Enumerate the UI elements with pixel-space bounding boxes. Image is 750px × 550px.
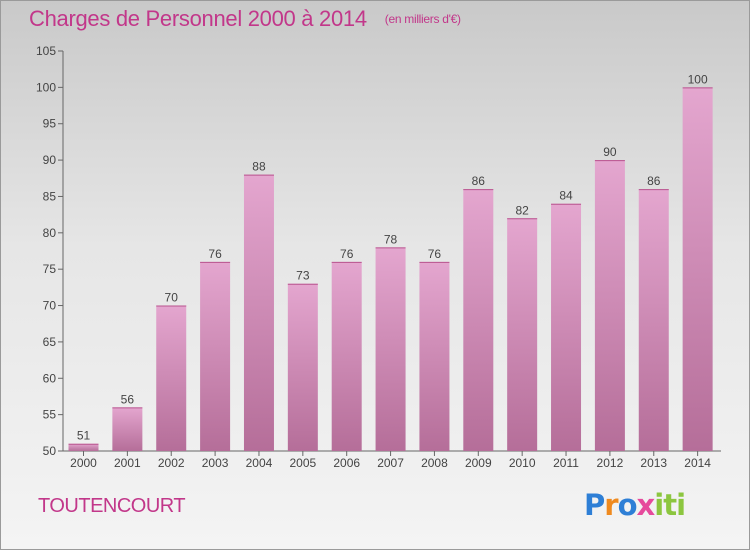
- x-tick-label-2001: 2001: [114, 456, 141, 470]
- chart-subtitle: (en milliers d'€): [384, 12, 461, 26]
- x-tick-label-2008: 2008: [421, 456, 448, 470]
- bars: 51 56 70 76 88 73 76 78 76 86 82 84 90 86 100: [68, 72, 713, 452]
- bar-2005: [287, 283, 318, 451]
- x-tick-label-2012: 2012: [597, 456, 624, 470]
- bar-2008: [419, 261, 450, 451]
- proxiti-logo: Proxiti: [584, 488, 686, 522]
- y-tick-label: 105: [36, 44, 56, 58]
- data-label-2001: 56: [121, 392, 135, 406]
- data-label-2013: 86: [647, 174, 661, 188]
- bar-2006: [331, 261, 362, 451]
- bar-2000: [68, 443, 99, 451]
- logo-letter: i: [676, 488, 686, 522]
- data-label-2003: 76: [208, 247, 222, 261]
- bar-2009: [463, 189, 494, 451]
- x-tick-label-2003: 2003: [202, 456, 229, 470]
- y-tick-label: 65: [43, 335, 57, 349]
- bar-2001: [112, 407, 143, 451]
- bar-2004: [243, 174, 274, 452]
- bar-2010: [507, 218, 538, 451]
- data-label-2004: 88: [252, 160, 266, 174]
- x-tick-label-2000: 2000: [70, 456, 97, 470]
- chart-title-text: Charges de Personnel 2000 à 2014: [29, 6, 367, 31]
- y-tick-label: 80: [43, 226, 57, 240]
- x-tick-label-2009: 2009: [465, 456, 492, 470]
- data-label-2005: 73: [296, 269, 310, 283]
- bar-2013: [638, 189, 669, 451]
- chart-title: Charges de Personnel 2000 à 2014 (en mill…: [29, 6, 461, 32]
- y-tick-label: 85: [43, 189, 57, 203]
- x-tick-label-2007: 2007: [377, 456, 404, 470]
- x-tick-label-2010: 2010: [509, 456, 536, 470]
- data-label-2000: 51: [77, 429, 91, 443]
- y-tick-label: 95: [43, 117, 57, 131]
- bar-2011: [551, 203, 582, 451]
- bar-2003: [200, 261, 231, 451]
- y-tick-label: 100: [36, 80, 56, 94]
- bar-2012: [594, 160, 625, 451]
- data-label-2006: 76: [340, 247, 354, 261]
- logo-letter: t: [663, 488, 677, 522]
- logo-letter: r: [604, 488, 618, 522]
- data-label-2008: 76: [428, 247, 442, 261]
- data-label-2011: 84: [559, 189, 573, 203]
- x-tick-label-2005: 2005: [289, 456, 316, 470]
- y-tick-label: 75: [43, 262, 57, 276]
- y-tick-label: 70: [43, 299, 57, 313]
- data-label-2012: 90: [603, 145, 617, 159]
- x-tick-label-2006: 2006: [333, 456, 360, 470]
- data-label-2010: 82: [515, 203, 529, 217]
- y-tick-label: 50: [43, 444, 57, 458]
- y-tick-label: 55: [43, 408, 57, 422]
- bar-2002: [156, 305, 187, 451]
- data-label-2009: 86: [472, 174, 486, 188]
- commune-name: TOUTENCOURT: [38, 495, 186, 517]
- data-label-2014: 100: [688, 72, 708, 86]
- logo-letter: o: [617, 488, 638, 522]
- x-tick-label-2002: 2002: [158, 456, 185, 470]
- x-tick-label-2011: 2011: [553, 456, 579, 470]
- logo-letter: i: [654, 488, 664, 522]
- bar-2014: [682, 87, 713, 451]
- x-tick-label-2004: 2004: [246, 456, 273, 470]
- y-tick-label: 90: [43, 153, 57, 167]
- bar-2007: [375, 247, 406, 451]
- x-tick-label-2013: 2013: [640, 456, 667, 470]
- x-tick-label-2014: 2014: [684, 456, 711, 470]
- logo-letter: P: [584, 488, 605, 522]
- y-tick-label: 60: [43, 371, 57, 385]
- data-label-2002: 70: [165, 291, 179, 305]
- axes: 50 55 60 65 70 75 80 85 90 95 100 105 2000 2001 2002 20…: [36, 44, 721, 470]
- logo-letter: x: [636, 488, 656, 522]
- data-label-2007: 78: [384, 232, 398, 246]
